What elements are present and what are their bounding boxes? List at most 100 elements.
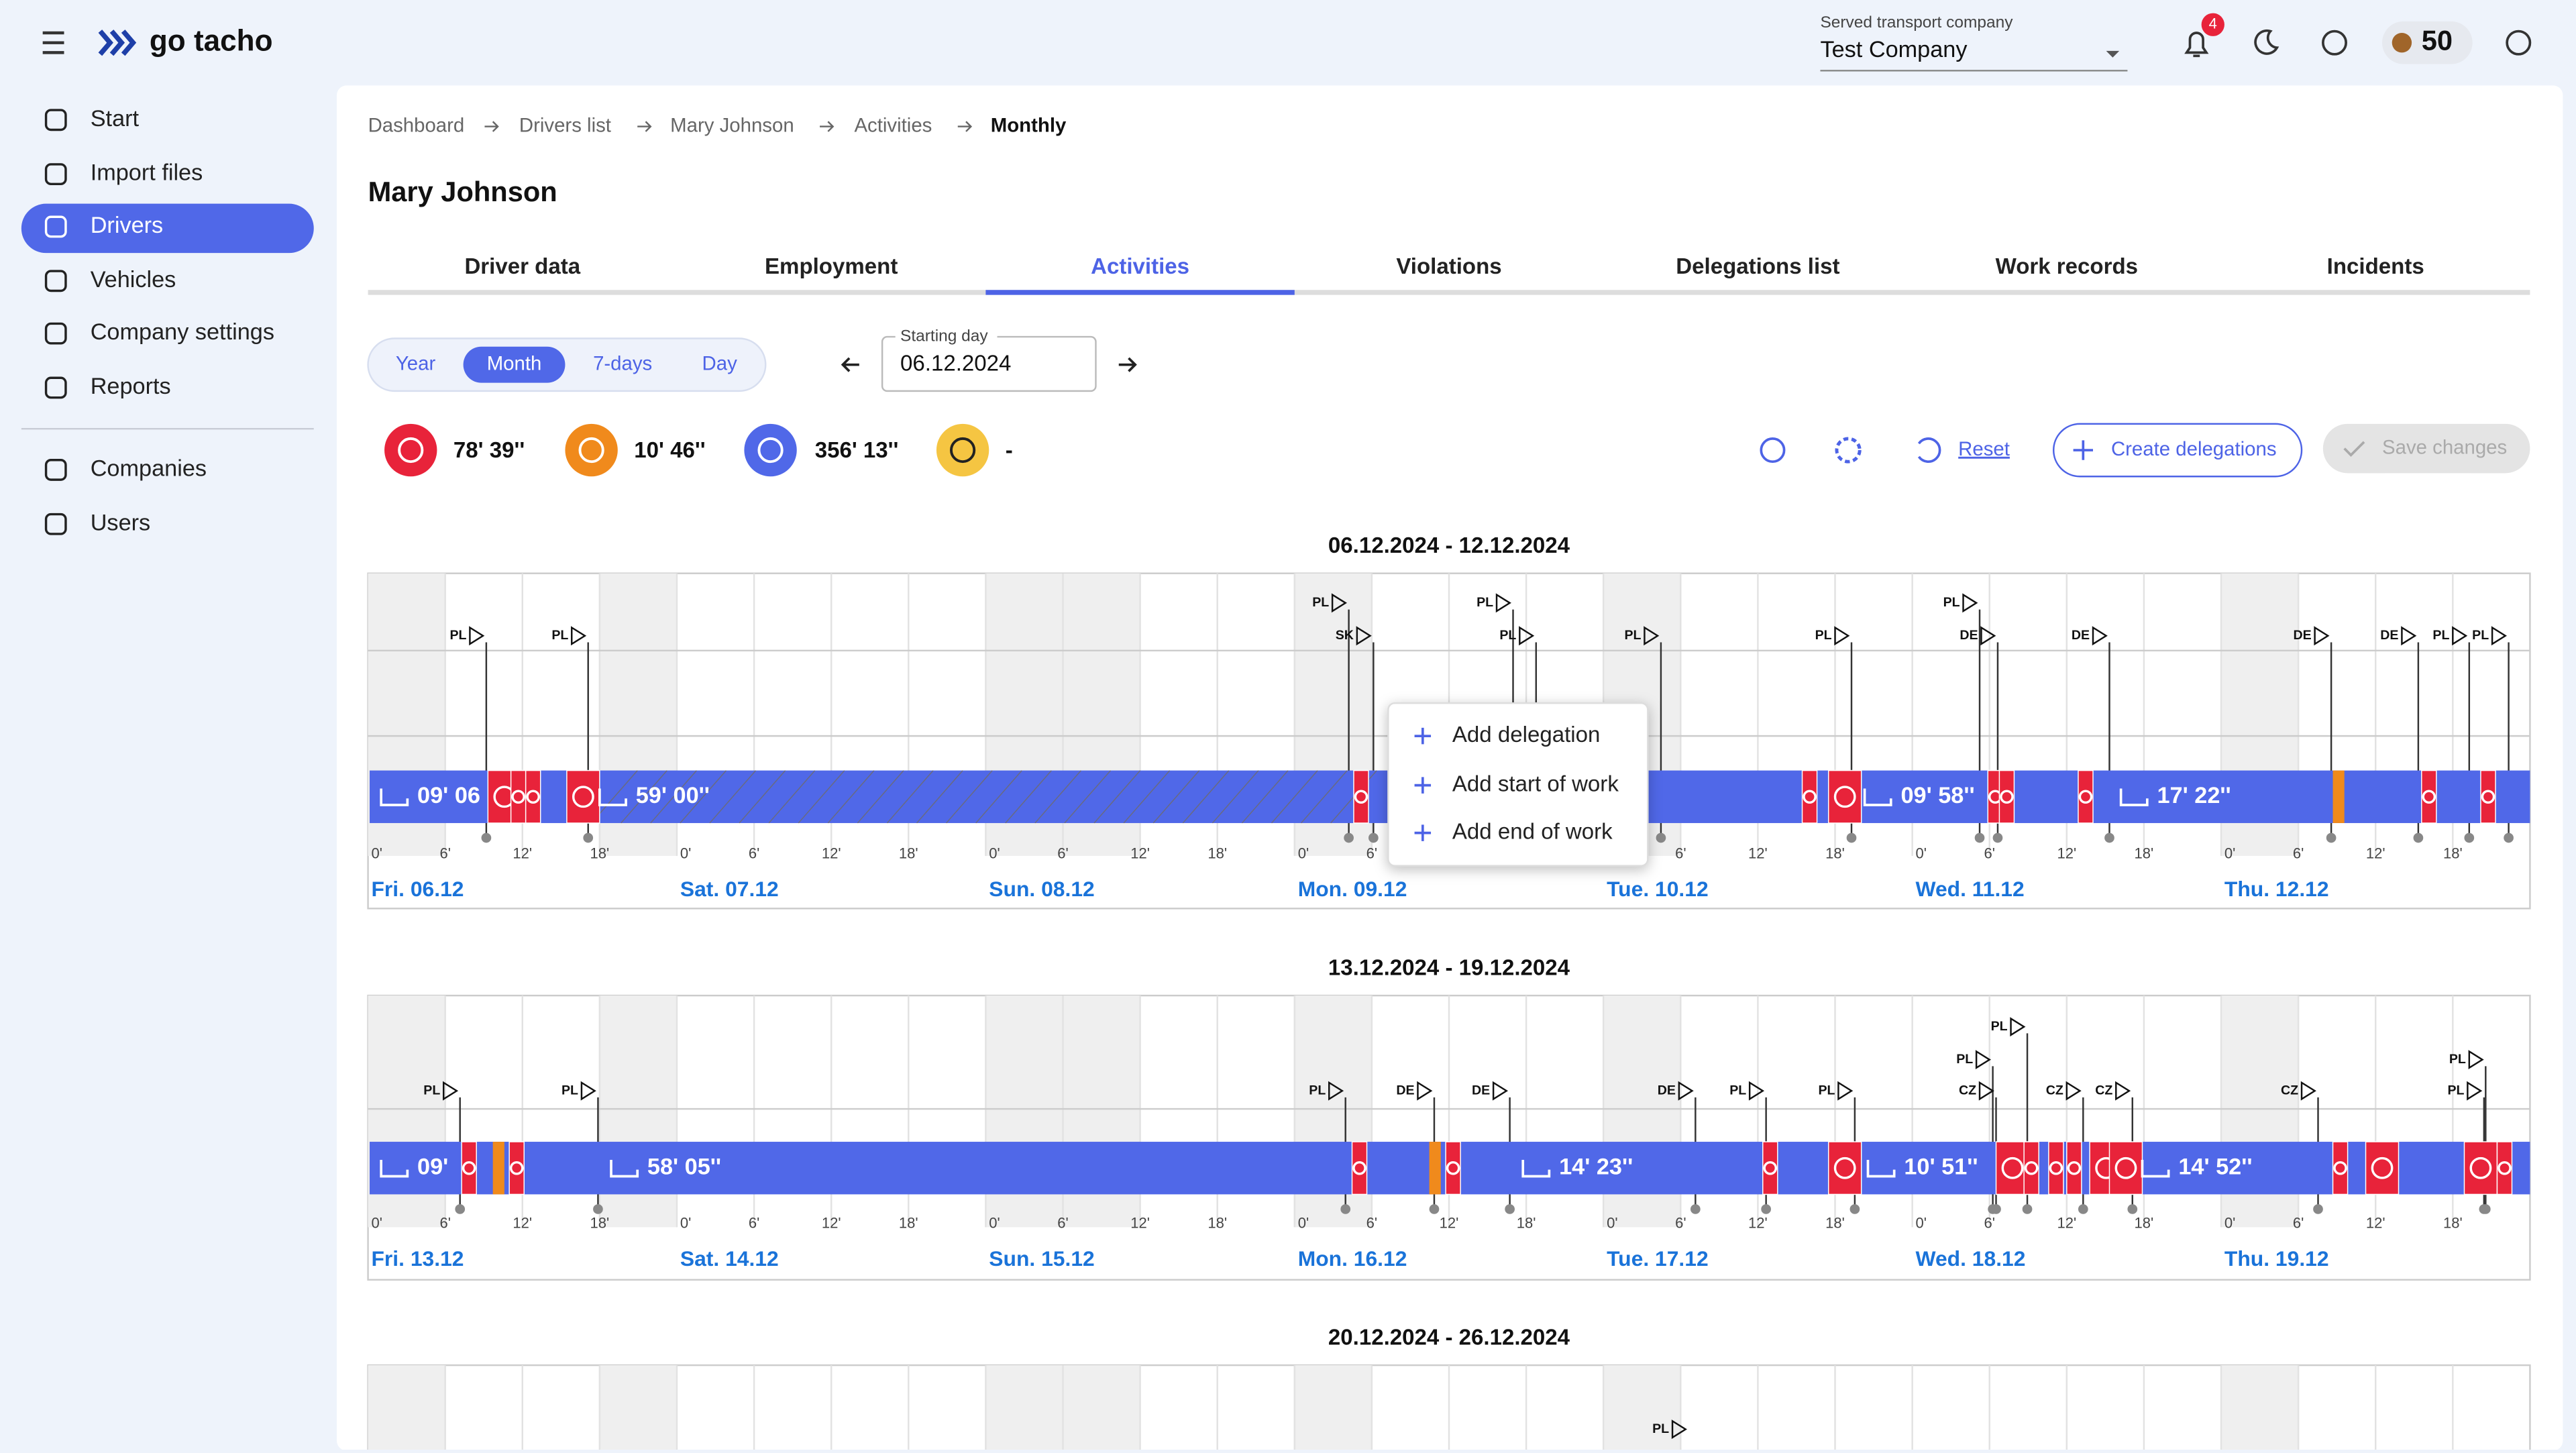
hour-label: 12'	[2366, 845, 2385, 861]
period-option[interactable]: Day	[702, 352, 738, 374]
flag-icon	[2452, 626, 2468, 646]
day-label[interactable]: Sat. 07.12	[680, 877, 779, 901]
period-option[interactable]: Month	[487, 352, 542, 374]
flag-icon	[1492, 1081, 1509, 1101]
nav-item[interactable]: Drivers	[91, 213, 164, 238]
day-label[interactable]: Fri. 13.12	[371, 1246, 464, 1271]
summary-icon-inner	[578, 437, 604, 464]
day-label[interactable]: Sat. 14.12	[680, 1246, 779, 1271]
day-label[interactable]: Mon. 09.12	[1298, 877, 1407, 901]
bar-label: 09' 58''	[1900, 783, 1974, 808]
flag-pin	[1368, 832, 1379, 843]
work-icon	[1833, 786, 1856, 808]
menu-item[interactable]: Add end of work	[1452, 819, 1613, 844]
work-icon	[2049, 1161, 2063, 1175]
flag-icon	[1328, 1081, 1344, 1101]
hatch	[621, 770, 667, 824]
flag-label: PL	[2449, 1052, 2466, 1067]
prev-arrow[interactable]	[841, 357, 859, 372]
work-icon	[2498, 1161, 2512, 1175]
summary-icon	[384, 423, 437, 477]
reset-link[interactable]: Reset	[1958, 438, 2010, 460]
user-icon[interactable]	[2506, 30, 2532, 56]
day-label[interactable]: Fri. 06.12	[371, 877, 464, 901]
nav-item[interactable]: Companies	[91, 455, 207, 481]
bell-icon[interactable]	[2184, 32, 2209, 58]
flag-pin	[583, 832, 594, 843]
next-arrow[interactable]	[1118, 357, 1137, 372]
flag-icon	[2115, 1081, 2131, 1101]
flag-pin	[1849, 1204, 1860, 1214]
flag-icon	[1978, 1081, 1994, 1101]
tab[interactable]: Work records	[1996, 254, 2138, 279]
day-label[interactable]: Thu. 19.12	[2224, 1246, 2329, 1271]
tab[interactable]: Driver data	[464, 254, 580, 279]
week-title: 06.12.2024 - 12.12.2024	[1328, 533, 1570, 558]
day-label[interactable]: Sun. 08.12	[989, 877, 1094, 901]
nav-item[interactable]: Users	[91, 510, 150, 535]
work-segment	[2365, 1141, 2400, 1195]
flag-label: PL	[561, 1083, 578, 1097]
settings-icon[interactable]	[1835, 437, 1862, 464]
flag-pin	[1974, 832, 1985, 843]
period-option[interactable]: Year	[396, 352, 436, 374]
flag-label: PL	[1652, 1421, 1669, 1436]
nav-item[interactable]: Company settings	[91, 319, 274, 345]
info-icon[interactable]	[1760, 437, 1786, 464]
day-label[interactable]: Wed. 18.12	[1916, 1246, 2026, 1271]
bar-label: 09'	[417, 1154, 448, 1179]
hour-label: 6'	[1984, 1214, 1994, 1231]
day-label[interactable]: Tue. 17.12	[1607, 1246, 1709, 1271]
globe-icon[interactable]	[2322, 30, 2347, 56]
menu-item[interactable]: Add delegation	[1452, 722, 1601, 747]
nav-item[interactable]: Start	[91, 106, 140, 131]
day-label[interactable]: Mon. 16.12	[1298, 1246, 1407, 1271]
day-label[interactable]: Thu. 12.12	[2224, 877, 2329, 901]
nav-icon	[44, 322, 67, 345]
hatch	[798, 770, 845, 824]
work-icon	[2481, 790, 2496, 804]
day-label[interactable]: Sun. 15.12	[989, 1246, 1094, 1271]
day-label[interactable]: Wed. 11.12	[1916, 877, 2025, 901]
moon-icon[interactable]	[2254, 29, 2279, 55]
work-segment	[2048, 1141, 2064, 1195]
menu-item[interactable]: Add start of work	[1452, 771, 1619, 796]
flag-icon	[1417, 1081, 1433, 1101]
tab[interactable]: Delegations list	[1676, 254, 1839, 279]
tab[interactable]: Violations	[1396, 254, 1501, 279]
flag-label: PL	[1956, 1052, 1973, 1067]
hatch	[1271, 770, 1318, 824]
flag-label: CZ	[2281, 1083, 2298, 1097]
tab[interactable]: Activities	[1091, 254, 1189, 279]
flag-label: DE	[1472, 1083, 1490, 1097]
nav-item[interactable]: Reports	[91, 374, 171, 399]
tab[interactable]: Employment	[765, 254, 898, 279]
hatch	[975, 770, 1022, 824]
flag-label: PL	[1309, 1083, 1326, 1097]
hour-label: 12'	[2057, 845, 2076, 861]
breadcrumb-item[interactable]: Dashboard	[368, 114, 465, 136]
work-segment	[566, 769, 600, 824]
create-button[interactable]	[2053, 423, 2303, 478]
company-select[interactable]: Test Company	[1820, 37, 1968, 62]
day-label[interactable]: Tue. 10.12	[1607, 877, 1709, 901]
work-segment	[2332, 1141, 2349, 1195]
breadcrumb-item[interactable]: Mary Johnson	[670, 114, 794, 136]
work-segment	[1827, 1141, 1862, 1195]
bar-label: 17' 22''	[2157, 783, 2231, 808]
hour-label: 12'	[513, 1214, 532, 1231]
breadcrumb-item[interactable]: Activities	[854, 114, 932, 136]
hatch	[650, 770, 697, 824]
flag-pin	[481, 832, 492, 843]
period-option[interactable]: 7-days	[593, 352, 652, 374]
nav-item[interactable]: Import files	[91, 160, 203, 186]
summary-value: -	[1006, 438, 1013, 463]
work-segment	[2078, 769, 2094, 824]
menu-icon[interactable]	[42, 31, 64, 54]
nav-item[interactable]: Vehicles	[91, 267, 176, 292]
work-segment	[2108, 1141, 2143, 1195]
tab[interactable]: Incidents	[2327, 254, 2424, 279]
date-label: Starting day	[900, 327, 988, 345]
breadcrumb-item[interactable]: Drivers list	[519, 114, 611, 136]
